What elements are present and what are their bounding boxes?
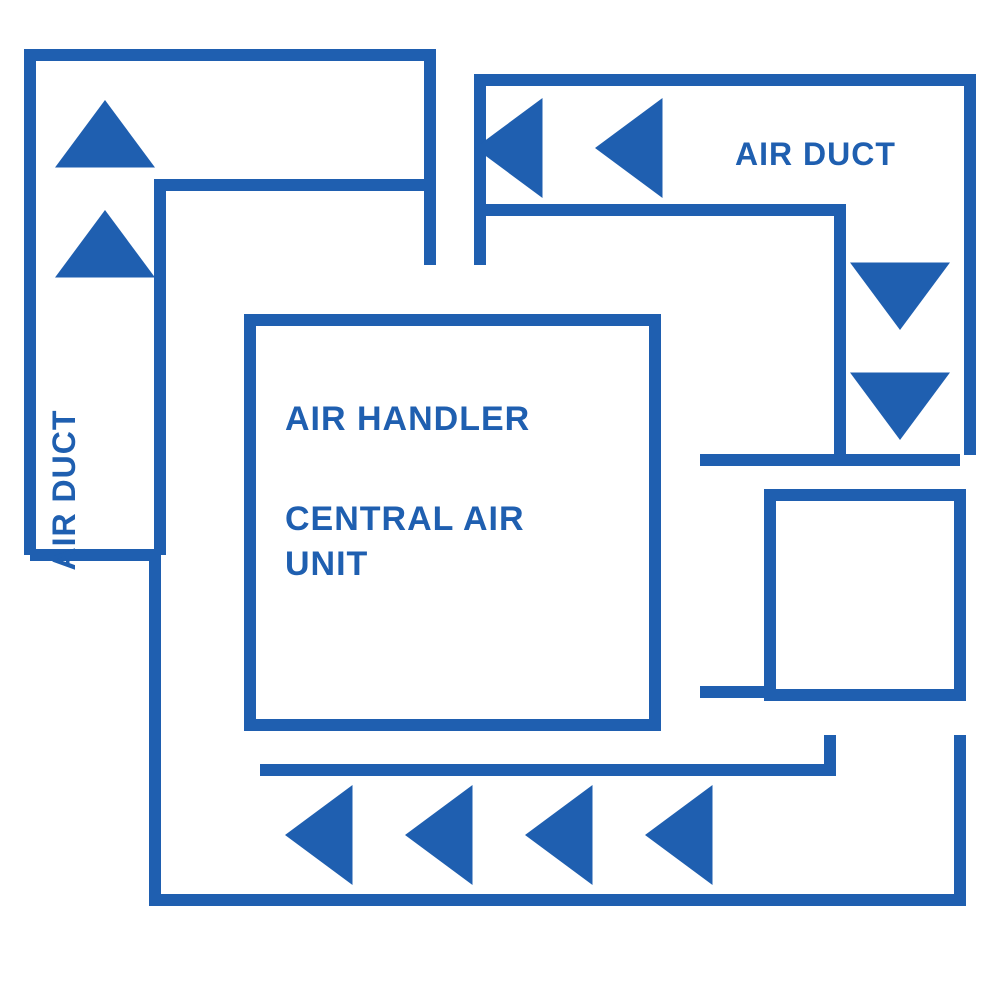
label-top-duct: AIR DUCT [735,136,896,172]
label-handler-1: AIR HANDLER [285,400,530,438]
right-down-1 [850,263,950,331]
bot-left-3 [525,785,593,885]
small-box-right [770,495,960,695]
left-up-1 [55,100,155,168]
hvac-diagram: AIR DUCT AIR DUCT AIR HANDLER CENTRAL AI… [0,0,1000,1000]
bot-left-2 [405,785,473,885]
bottom-duct-inner [260,735,830,770]
bot-left-4 [645,785,713,885]
right-down-2 [850,373,950,441]
label-handler-2: CENTRAL AIR [285,500,525,538]
label-handler-3: UNIT [285,545,368,583]
label-left-duct: AIR DUCT [46,410,82,571]
top-left-2 [595,98,663,198]
left-up-2 [55,210,155,278]
bot-left-1 [285,785,353,885]
